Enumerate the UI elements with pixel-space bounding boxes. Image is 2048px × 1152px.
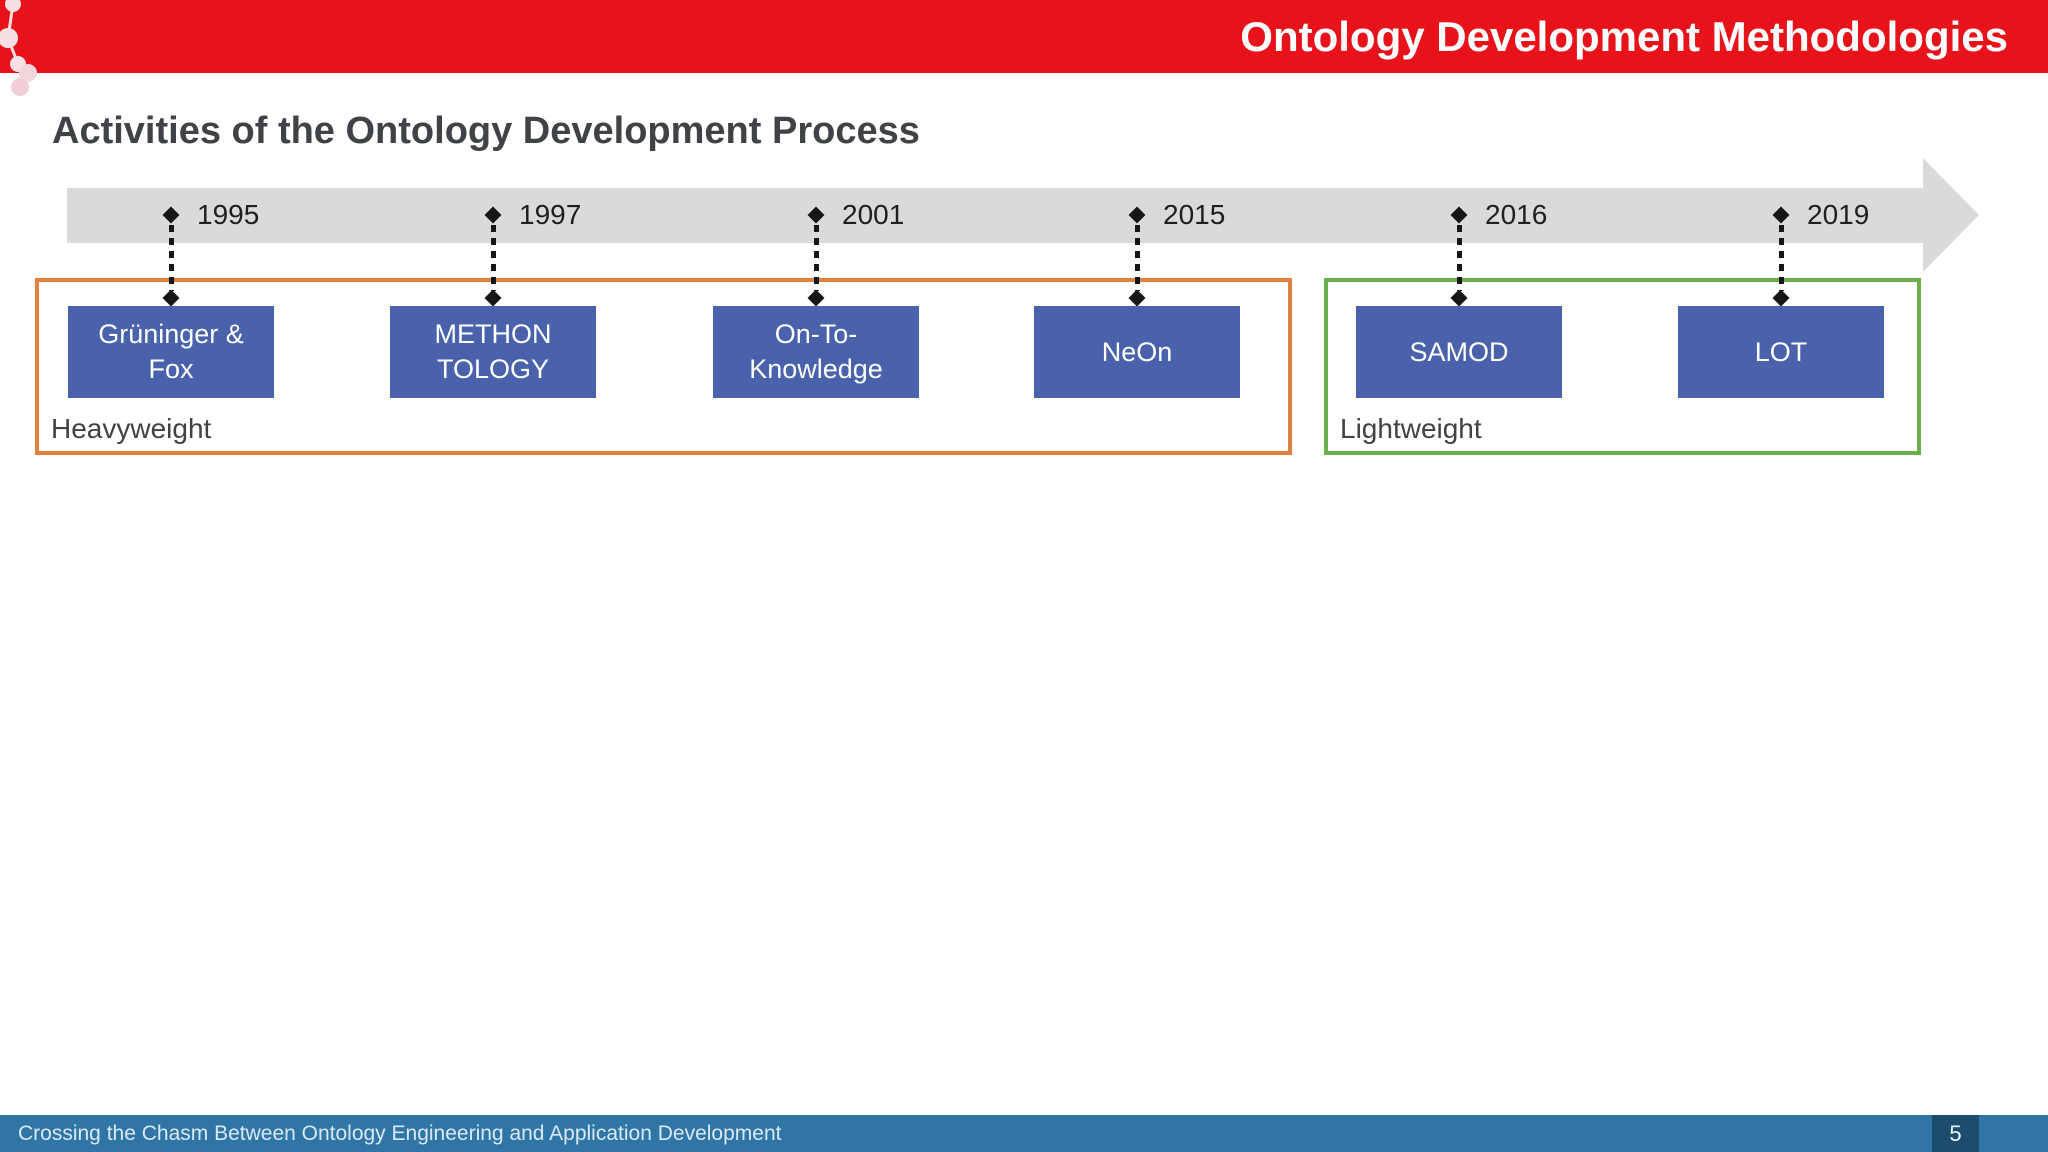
methodology-box: LOT xyxy=(1678,306,1884,398)
milestone-connector xyxy=(1778,225,1784,291)
footer-bar: Crossing the Chasm Between Ontology Engi… xyxy=(0,1115,2048,1152)
section-heading: Activities of the Ontology Development P… xyxy=(52,110,920,152)
timeline-bar xyxy=(67,188,1923,243)
page-number-badge: 5 xyxy=(1932,1115,1979,1152)
methodology-label: Fox xyxy=(148,354,194,384)
group-label-lightweight: Lightweight xyxy=(1340,413,1482,444)
year-label: 2019 xyxy=(1807,199,1870,230)
timeline-arrowhead-icon xyxy=(1923,158,1979,272)
methodology-box: SAMOD xyxy=(1356,306,1562,398)
methodology-label: NeOn xyxy=(1101,336,1173,367)
year-label: 2015 xyxy=(1163,199,1226,230)
milestone-connector xyxy=(168,225,174,291)
group-box-heavyweight: Heavyweight xyxy=(35,278,1292,455)
year-label: 1995 xyxy=(197,199,260,230)
methodology-label: On-To- xyxy=(774,319,858,349)
methodology-box: METHON TOLOGY xyxy=(390,306,596,398)
header-bar: Ontology Development Methodologies xyxy=(0,0,2048,73)
group-box-lightweight: Lightweight xyxy=(1324,278,1921,455)
footer-title: Crossing the Chasm Between Ontology Engi… xyxy=(18,1122,782,1145)
milestone-connector xyxy=(490,225,496,291)
methodology-label: METHON xyxy=(434,319,552,349)
milestone-connector xyxy=(813,225,819,291)
milestone-connector xyxy=(1456,225,1462,291)
methodology-label: LOT xyxy=(1754,336,1808,367)
methodology-box: On-To- Knowledge xyxy=(713,306,919,398)
methodology-box: NeOn xyxy=(1034,306,1240,398)
group-label-heavyweight: Heavyweight xyxy=(51,413,212,444)
methodology-label: Grüninger & xyxy=(98,319,244,349)
methodology-box: Grüninger & Fox xyxy=(68,306,274,398)
year-label: 2016 xyxy=(1485,199,1548,230)
year-label: 2001 xyxy=(842,199,905,230)
methodology-label: TOLOGY xyxy=(436,354,550,384)
network-molecule-logo-icon xyxy=(0,0,37,96)
year-label: 1997 xyxy=(519,199,582,230)
milestone-connector xyxy=(1134,225,1140,291)
methodology-label: Knowledge xyxy=(749,354,883,384)
slide-title: Ontology Development Methodologies xyxy=(1240,13,2008,60)
methodology-label: SAMOD xyxy=(1409,336,1509,367)
